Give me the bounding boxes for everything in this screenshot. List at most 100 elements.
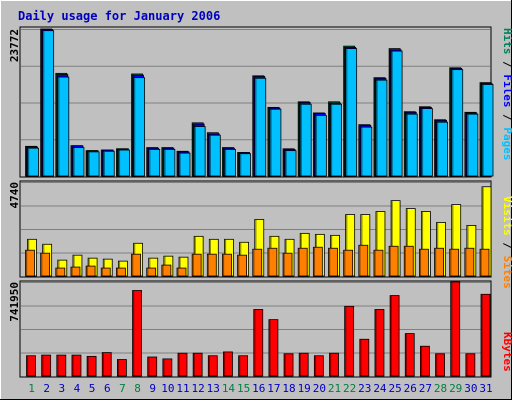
- visits-bar-sites-day-6: [100, 267, 111, 277]
- kbytes-bar-body-kbytes-18: [283, 353, 294, 377]
- hits-bar-body-pages-30: [466, 113, 479, 177]
- hits-bar-pages-day-19: [299, 103, 312, 177]
- visits-bar-shade-sites-3: [56, 268, 58, 276]
- hits-bar-pages-day-20: [314, 114, 327, 177]
- hits-bar-pages-day-5: [87, 151, 100, 177]
- hits-bar-shade-pages-13: [209, 135, 211, 176]
- kbytes-bar-shade-kbytes-19: [299, 353, 301, 376]
- visits-bar-sites-day-10: [161, 264, 172, 277]
- visits-bar-sites-day-8: [131, 253, 141, 277]
- hits-bar-pages-day-1: [27, 147, 39, 177]
- visits-bar-sites-day-19: [297, 247, 308, 277]
- hits-bar-body-pages-7: [118, 149, 130, 177]
- kbytes-bar-kbytes-day-20: [313, 355, 324, 377]
- kbytes-bar-shade-kbytes-28: [436, 354, 438, 376]
- visits-bar-body-sites-6: [100, 267, 111, 277]
- visits-bar-shade-sites-6: [101, 268, 103, 276]
- hits-bar-shade-pages-27: [421, 109, 424, 176]
- hits-bar-shade-pages-31: [482, 84, 484, 176]
- visits-bar-body-sites-26: [403, 245, 414, 277]
- hits-bar-pages-day-27: [420, 108, 433, 177]
- hits-ymax-label: 23772: [8, 29, 21, 62]
- kbytes-bar-kbytes-day-13: [207, 355, 218, 377]
- kbytes-bar-kbytes-day-8: [132, 290, 142, 377]
- kbytes-bar-shade-kbytes-11: [178, 353, 180, 376]
- hits-bar-pages-day-22: [345, 48, 358, 177]
- visits-bar-body-sites-9: [146, 267, 157, 277]
- day-label-18: 18: [282, 382, 295, 395]
- visits-bar-shade-visits-9: [149, 258, 151, 276]
- visits-bar-shade-sites-14: [222, 254, 225, 276]
- kbytes-bar-shade-kbytes-29: [451, 282, 453, 376]
- visits-bar-sites-day-31: [479, 248, 490, 277]
- visits-bar-shade-sites-23: [359, 245, 361, 276]
- day-label-11: 11: [176, 382, 189, 395]
- kbytes-bar-shade-kbytes-3: [57, 355, 59, 376]
- day-label-27: 27: [419, 382, 432, 395]
- hits-bar-body-pages-14: [224, 149, 236, 177]
- hits-bar-pages-day-8: [133, 77, 145, 177]
- kbytes-bar-body-kbytes-9: [147, 356, 158, 377]
- hits-bar-shade-pages-17: [270, 109, 272, 176]
- visits-bar-shade-visits-4: [73, 255, 75, 276]
- visits-bar-shade-sites-20: [313, 247, 316, 276]
- kbytes-bar-shade-kbytes-13: [208, 356, 210, 376]
- hits-bar-body-pages-10: [163, 149, 176, 177]
- visits-bar-shade-visits-22: [346, 215, 348, 276]
- visits-bar-sites-day-9: [146, 267, 157, 277]
- hits-bar-body-pages-19: [299, 103, 312, 177]
- visits-bar-body-sites-28: [434, 247, 444, 277]
- visits-bar-shade-visits-26: [406, 209, 408, 276]
- hits-bar-pages-day-17: [269, 108, 282, 177]
- kbytes-bar-body-kbytes-31: [480, 293, 491, 377]
- hits-bar-body-pages-27: [420, 108, 433, 177]
- day-label-31: 31: [479, 382, 492, 395]
- kbytes-bar-kbytes-day-10: [162, 358, 173, 377]
- visits-bar-shade-sites-15: [238, 255, 240, 276]
- kbytes-bar-kbytes-day-1: [26, 355, 36, 377]
- visits-bar-body-sites-1: [25, 249, 35, 277]
- hits-bar-shade-pages-1: [28, 148, 30, 176]
- kbytes-bar-body-kbytes-19: [298, 352, 309, 377]
- kbytes-bar-shade-kbytes-15: [239, 356, 241, 376]
- kbytes-bar-kbytes-day-22: [344, 305, 355, 377]
- visits-bar-shade-sites-21: [329, 248, 331, 276]
- visits-bar-shade-sites-11: [177, 268, 179, 276]
- visits-bar-shade-visits-11: [179, 257, 181, 276]
- legend-sep-2: /: [501, 108, 512, 128]
- visits-bar-shade-sites-7: [116, 268, 119, 276]
- hits-bar-body-pages-18: [284, 150, 297, 177]
- hits-bar-pages-day-15: [239, 153, 252, 177]
- kbytes-bar-body-kbytes-16: [253, 309, 264, 377]
- kbytes-bar-body-kbytes-26: [404, 333, 415, 377]
- kbytes-bar-shade-kbytes-5: [87, 356, 89, 376]
- visits-bar-body-sites-7: [116, 267, 126, 277]
- kbytes-bar-body-kbytes-23: [359, 338, 370, 377]
- kbytes-bar-kbytes-day-18: [283, 353, 294, 377]
- hits-bar-shade-pages-3: [58, 77, 60, 176]
- legend-sep-1: /: [501, 55, 512, 75]
- day-label-7: 7: [119, 382, 126, 395]
- kbytes-bar-shade-kbytes-9: [148, 357, 150, 376]
- day-label-10: 10: [161, 382, 174, 395]
- kbytes-bar-shade-kbytes-30: [466, 354, 468, 376]
- kbytes-bar-kbytes-day-9: [147, 356, 158, 377]
- visits-bar-sites-day-16: [252, 248, 263, 277]
- hits-bar-body-pages-28: [436, 121, 448, 177]
- hits-bar-body-pages-22: [345, 48, 358, 177]
- visits-bar-sites-day-7: [116, 267, 126, 277]
- visits-ymax-label: 4740: [8, 182, 21, 209]
- hits-bar-shade-pages-23: [361, 127, 363, 176]
- day-label-17: 17: [267, 382, 280, 395]
- kbytes-bar-body-kbytes-8: [132, 290, 142, 377]
- visits-bar-sites-day-18: [282, 252, 293, 277]
- kbytes-bar-kbytes-day-23: [359, 338, 370, 377]
- hits-bar-shade-pages-16: [255, 78, 257, 176]
- visits-bar-shade-sites-19: [298, 248, 300, 276]
- hits-bar-pages-day-10: [163, 149, 176, 177]
- hits-bar-body-pages-12: [193, 126, 206, 177]
- hits-bar-pages-day-26: [405, 113, 418, 177]
- visits-bar-shade-sites-13: [207, 254, 209, 276]
- kbytes-bar-body-kbytes-10: [162, 358, 173, 377]
